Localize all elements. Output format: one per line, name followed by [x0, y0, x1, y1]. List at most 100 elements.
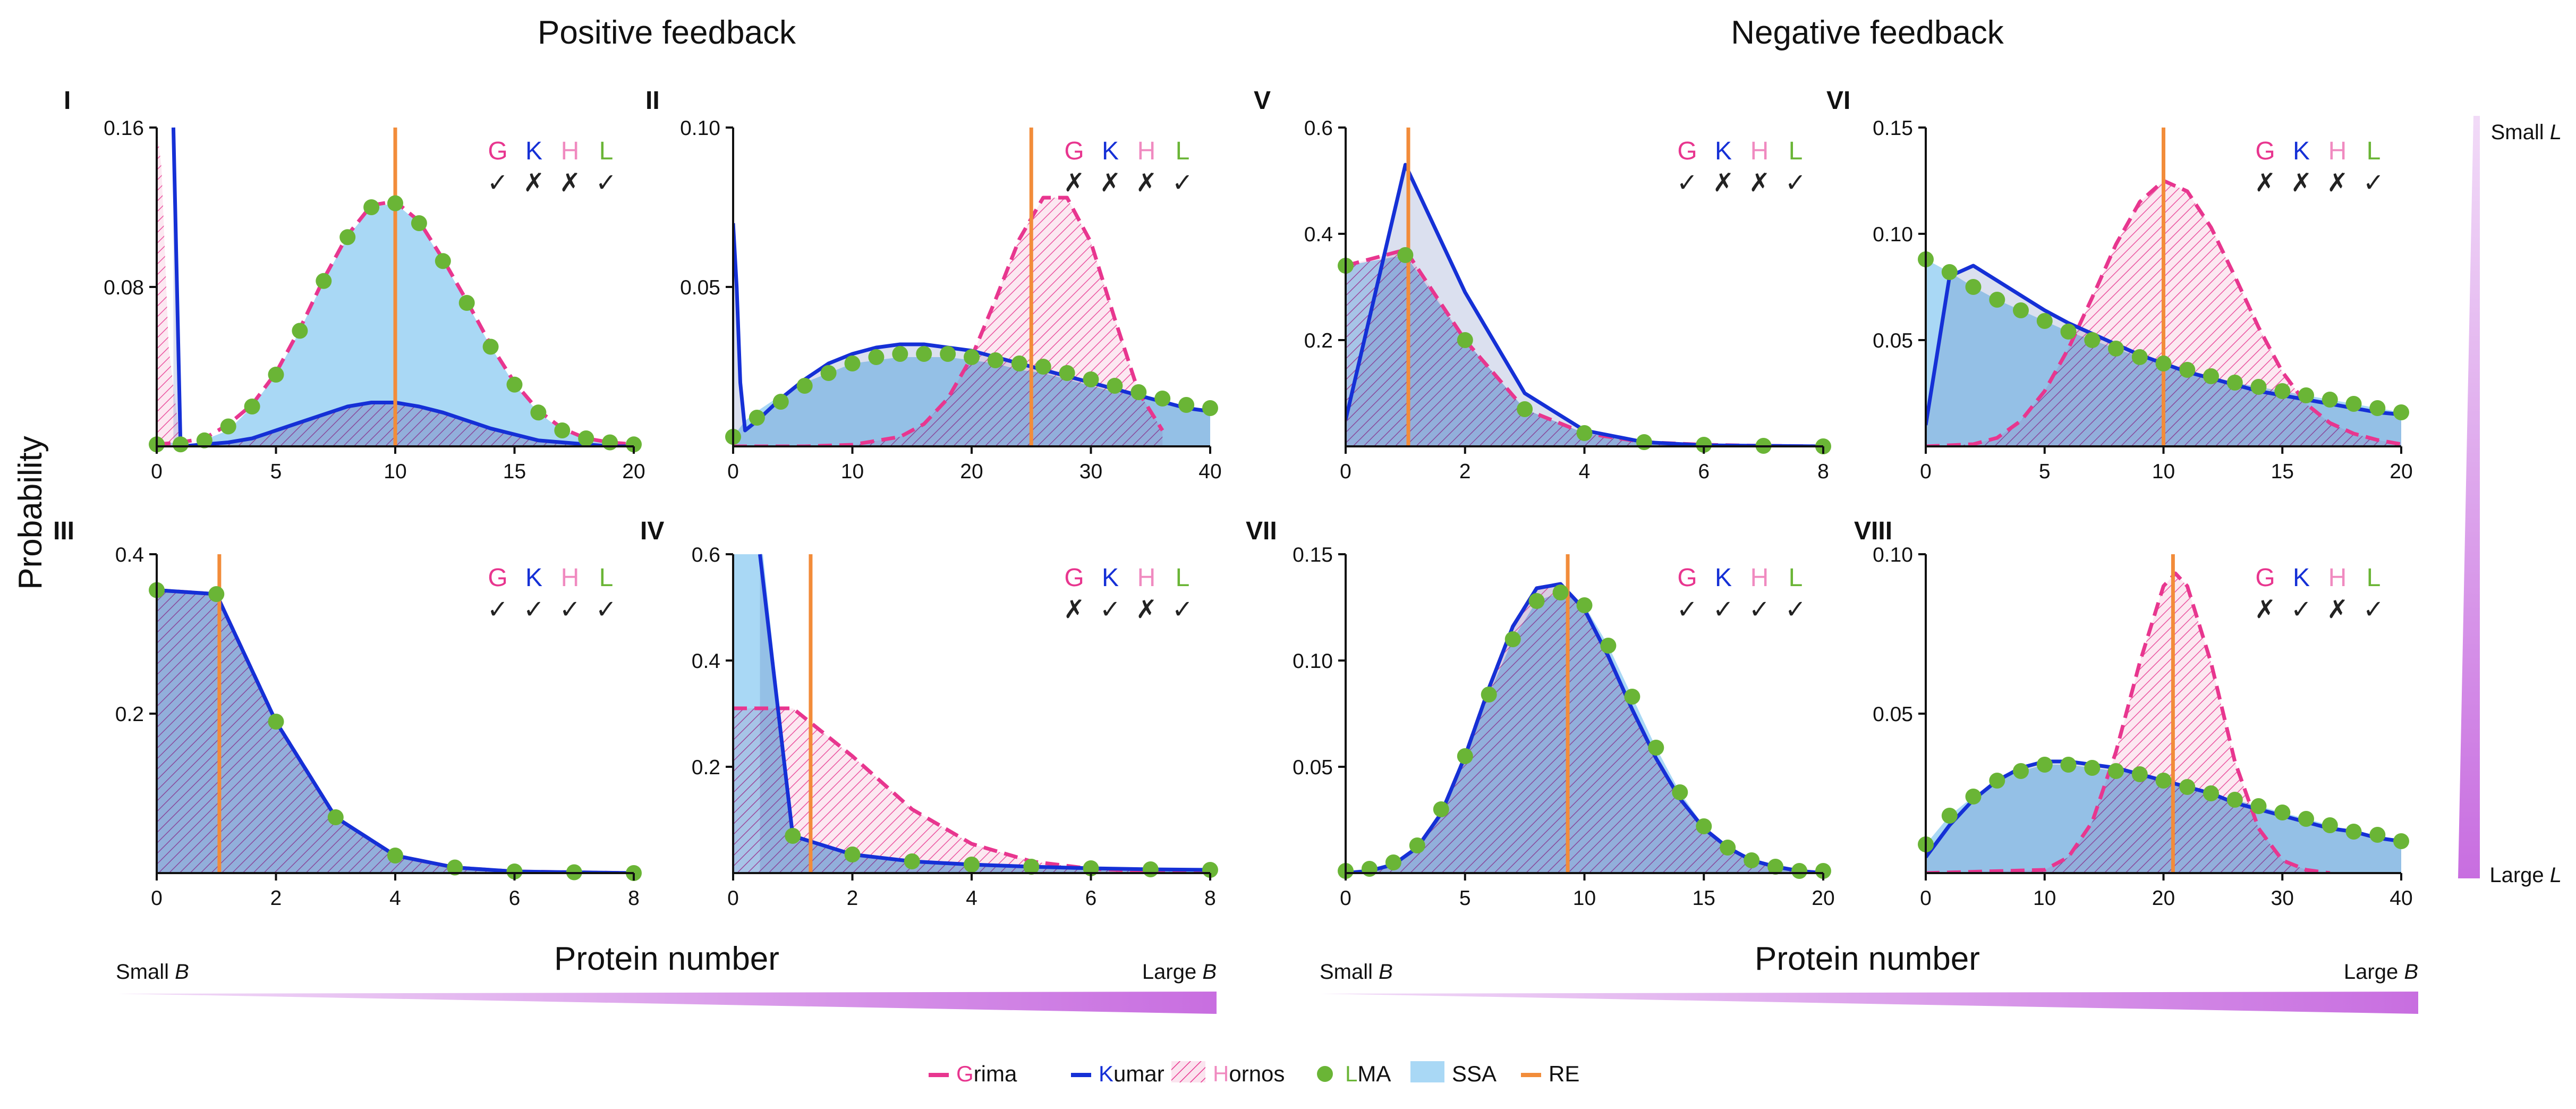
panel-iii-method-letter: H: [561, 564, 580, 592]
panel-v-method-mark: ✗: [1749, 168, 1770, 198]
panel-vii-lma-point: [1481, 687, 1497, 702]
panel-i-lma-point: [363, 199, 380, 215]
panel-vi-method-letter: L: [2367, 137, 2381, 165]
panel-vii-method-mark: ✓: [1677, 595, 1698, 624]
panel-vi-lma-point: [2298, 387, 2314, 403]
legend-initial-grima: G: [956, 1061, 974, 1086]
panel-viii-lma-point: [2203, 785, 2219, 801]
panel-v-lma-point: [1696, 437, 1712, 453]
panel-iii-method-letter: G: [488, 564, 507, 592]
panel-ii-method-letter: L: [1176, 137, 1190, 165]
panel-i-x-tick-label: 10: [384, 460, 406, 483]
panel-viii-lma-point: [2131, 766, 2148, 782]
legend-rest-lma: MA: [1357, 1061, 1391, 1086]
panel-v-label: V: [1254, 87, 1271, 115]
panel-iii-x-tick-label: 6: [509, 887, 521, 910]
panel-viii-lma-point: [1965, 789, 1982, 805]
panel-ii-plot-area: [733, 196, 1211, 446]
panel-vii-lma-point: [1720, 840, 1736, 856]
panel-viii-lma-point: [2036, 757, 2053, 773]
panel-ii-lma-point: [916, 346, 932, 362]
panel-ii-lma-point: [1011, 355, 1027, 371]
panel-viii-kumar-area: [1926, 761, 2401, 873]
panel-viii-x-tick-label: 10: [2033, 887, 2056, 910]
panel-iv-x-tick-label: 8: [1204, 887, 1216, 910]
legend-rest-kumar: umar: [1113, 1061, 1164, 1086]
panel-i-x-tick-label: 0: [151, 460, 163, 483]
panel-vii-lma-point: [1457, 748, 1473, 764]
panel-vii-hornos-area: [1346, 584, 1823, 873]
legend-initial-kumar: K: [1099, 1061, 1113, 1086]
panel-ii-lma-point: [1035, 359, 1051, 375]
panel-iii-lma-point: [208, 586, 225, 602]
panel-i-method-letter: K: [525, 137, 542, 165]
panel-vi-x-tick-label: 5: [2039, 460, 2051, 483]
panel-iv-y-tick-label: 0.6: [692, 544, 720, 566]
panel-i-lma-point: [411, 215, 427, 231]
panel-vii-method-letter: G: [1677, 564, 1697, 592]
panel-ii-lma-point: [1107, 378, 1123, 394]
panel-v-y-tick-label: 0.4: [1304, 223, 1333, 246]
panel-v-kumar-area: [1346, 165, 1823, 446]
panel-iv-hornos-area: [733, 708, 1210, 873]
panel-vii-lma-point: [1504, 631, 1521, 647]
panel-v-x-tick-label: 6: [1698, 460, 1710, 483]
panel-iv-lma-point: [904, 853, 920, 869]
legend-label-lma: LMA: [1345, 1061, 1391, 1086]
panel-iii-x-tick-label: 2: [270, 887, 282, 910]
panel-ii-method-mark: ✗: [1100, 168, 1121, 198]
panel-vi-method-letter: K: [2293, 137, 2310, 165]
panel-iv-lma-point: [1142, 861, 1159, 877]
panel-vii-y-tick-label: 0.05: [1293, 756, 1333, 779]
legend-label-re: RE: [1549, 1061, 1579, 1086]
panel-vi-y-tick-label: 0.15: [1873, 117, 1913, 140]
panel-iii-method-mark: ✓: [487, 595, 508, 624]
panel-viii-x-tick-label: 20: [2152, 887, 2175, 910]
panel-iv-y-tick-label: 0.2: [692, 756, 720, 779]
panel-viii-method-letter: K: [2293, 564, 2310, 592]
panel-ii-lma-point: [820, 365, 837, 381]
panel-vii-lma-point: [1576, 597, 1593, 613]
panel-vii-lma-point: [1744, 852, 1760, 868]
panel-ii-lma-point: [1130, 384, 1147, 400]
panel-ii-method-letter: G: [1064, 137, 1084, 165]
panel-vii-method-mark: ✓: [1785, 595, 1806, 624]
panel-vii-plot-area: [1346, 582, 1824, 873]
gradient-wedge-vertical: [2458, 116, 2480, 878]
panel-iv-y-tick-label: 0.4: [692, 650, 720, 673]
panel-iii-y-tick-label: 0.4: [115, 544, 144, 566]
panel-vi-method-mark: ✗: [2255, 168, 2276, 198]
gradient-wedge-right: [1320, 992, 2418, 1014]
panel-vii-lma-point: [1767, 859, 1784, 875]
panel-viii-grima-line: [1926, 571, 2331, 873]
panel-vi-method-letter: H: [2328, 137, 2347, 165]
legend-lma-swatch: [1317, 1066, 1333, 1082]
panel-iv-x-tick-label: 4: [966, 887, 977, 910]
section-title-negative: Negative feedback: [1731, 14, 2004, 51]
legend-item-lma: LMA: [1317, 1061, 1391, 1086]
panel-iv-lma-point: [1023, 859, 1040, 875]
panel-ii-method-mark: ✗: [1064, 168, 1085, 198]
panel-iv-lma-point: [844, 846, 861, 862]
panel-v-y-tick-label: 0.6: [1304, 117, 1333, 140]
panel-viii-lma-point: [2250, 798, 2267, 814]
panel-i-method-mark: ✓: [487, 168, 508, 198]
panel-v-lma-point: [1517, 401, 1533, 417]
panel-vi-lma-point: [1965, 279, 1982, 295]
legend-label-ssa: SSA: [1452, 1061, 1497, 1086]
panel-vii-lma-point: [1791, 863, 1808, 879]
legend-item-ssa: SSA: [1410, 1061, 1497, 1086]
panel-viii-label: VIII: [1854, 517, 1892, 545]
panel-i-x-tick-label: 15: [503, 460, 526, 483]
panel-vi-method-mark: ✗: [2327, 168, 2348, 198]
panel-vi-lma-point: [1989, 292, 2005, 308]
gradient-bar-vertical: Small L Large L: [2458, 116, 2562, 887]
panel-vii: 0 5 10 15 20 0.05 0.10 0.15 VII G ✓ K ✓ H ✓ L ✓: [1246, 517, 1835, 910]
panel-viii-y-tick-label: 0.05: [1873, 703, 1913, 726]
panel-iii-method-letter: K: [525, 564, 542, 592]
panel-viii-lma-point: [2274, 805, 2291, 820]
legend-rest-re: RE: [1549, 1061, 1579, 1086]
panel-v-x-tick-label: 0: [1340, 460, 1351, 483]
panel-iv-method-mark: ✗: [1064, 595, 1085, 624]
panel-ii-lma-point: [868, 349, 885, 365]
